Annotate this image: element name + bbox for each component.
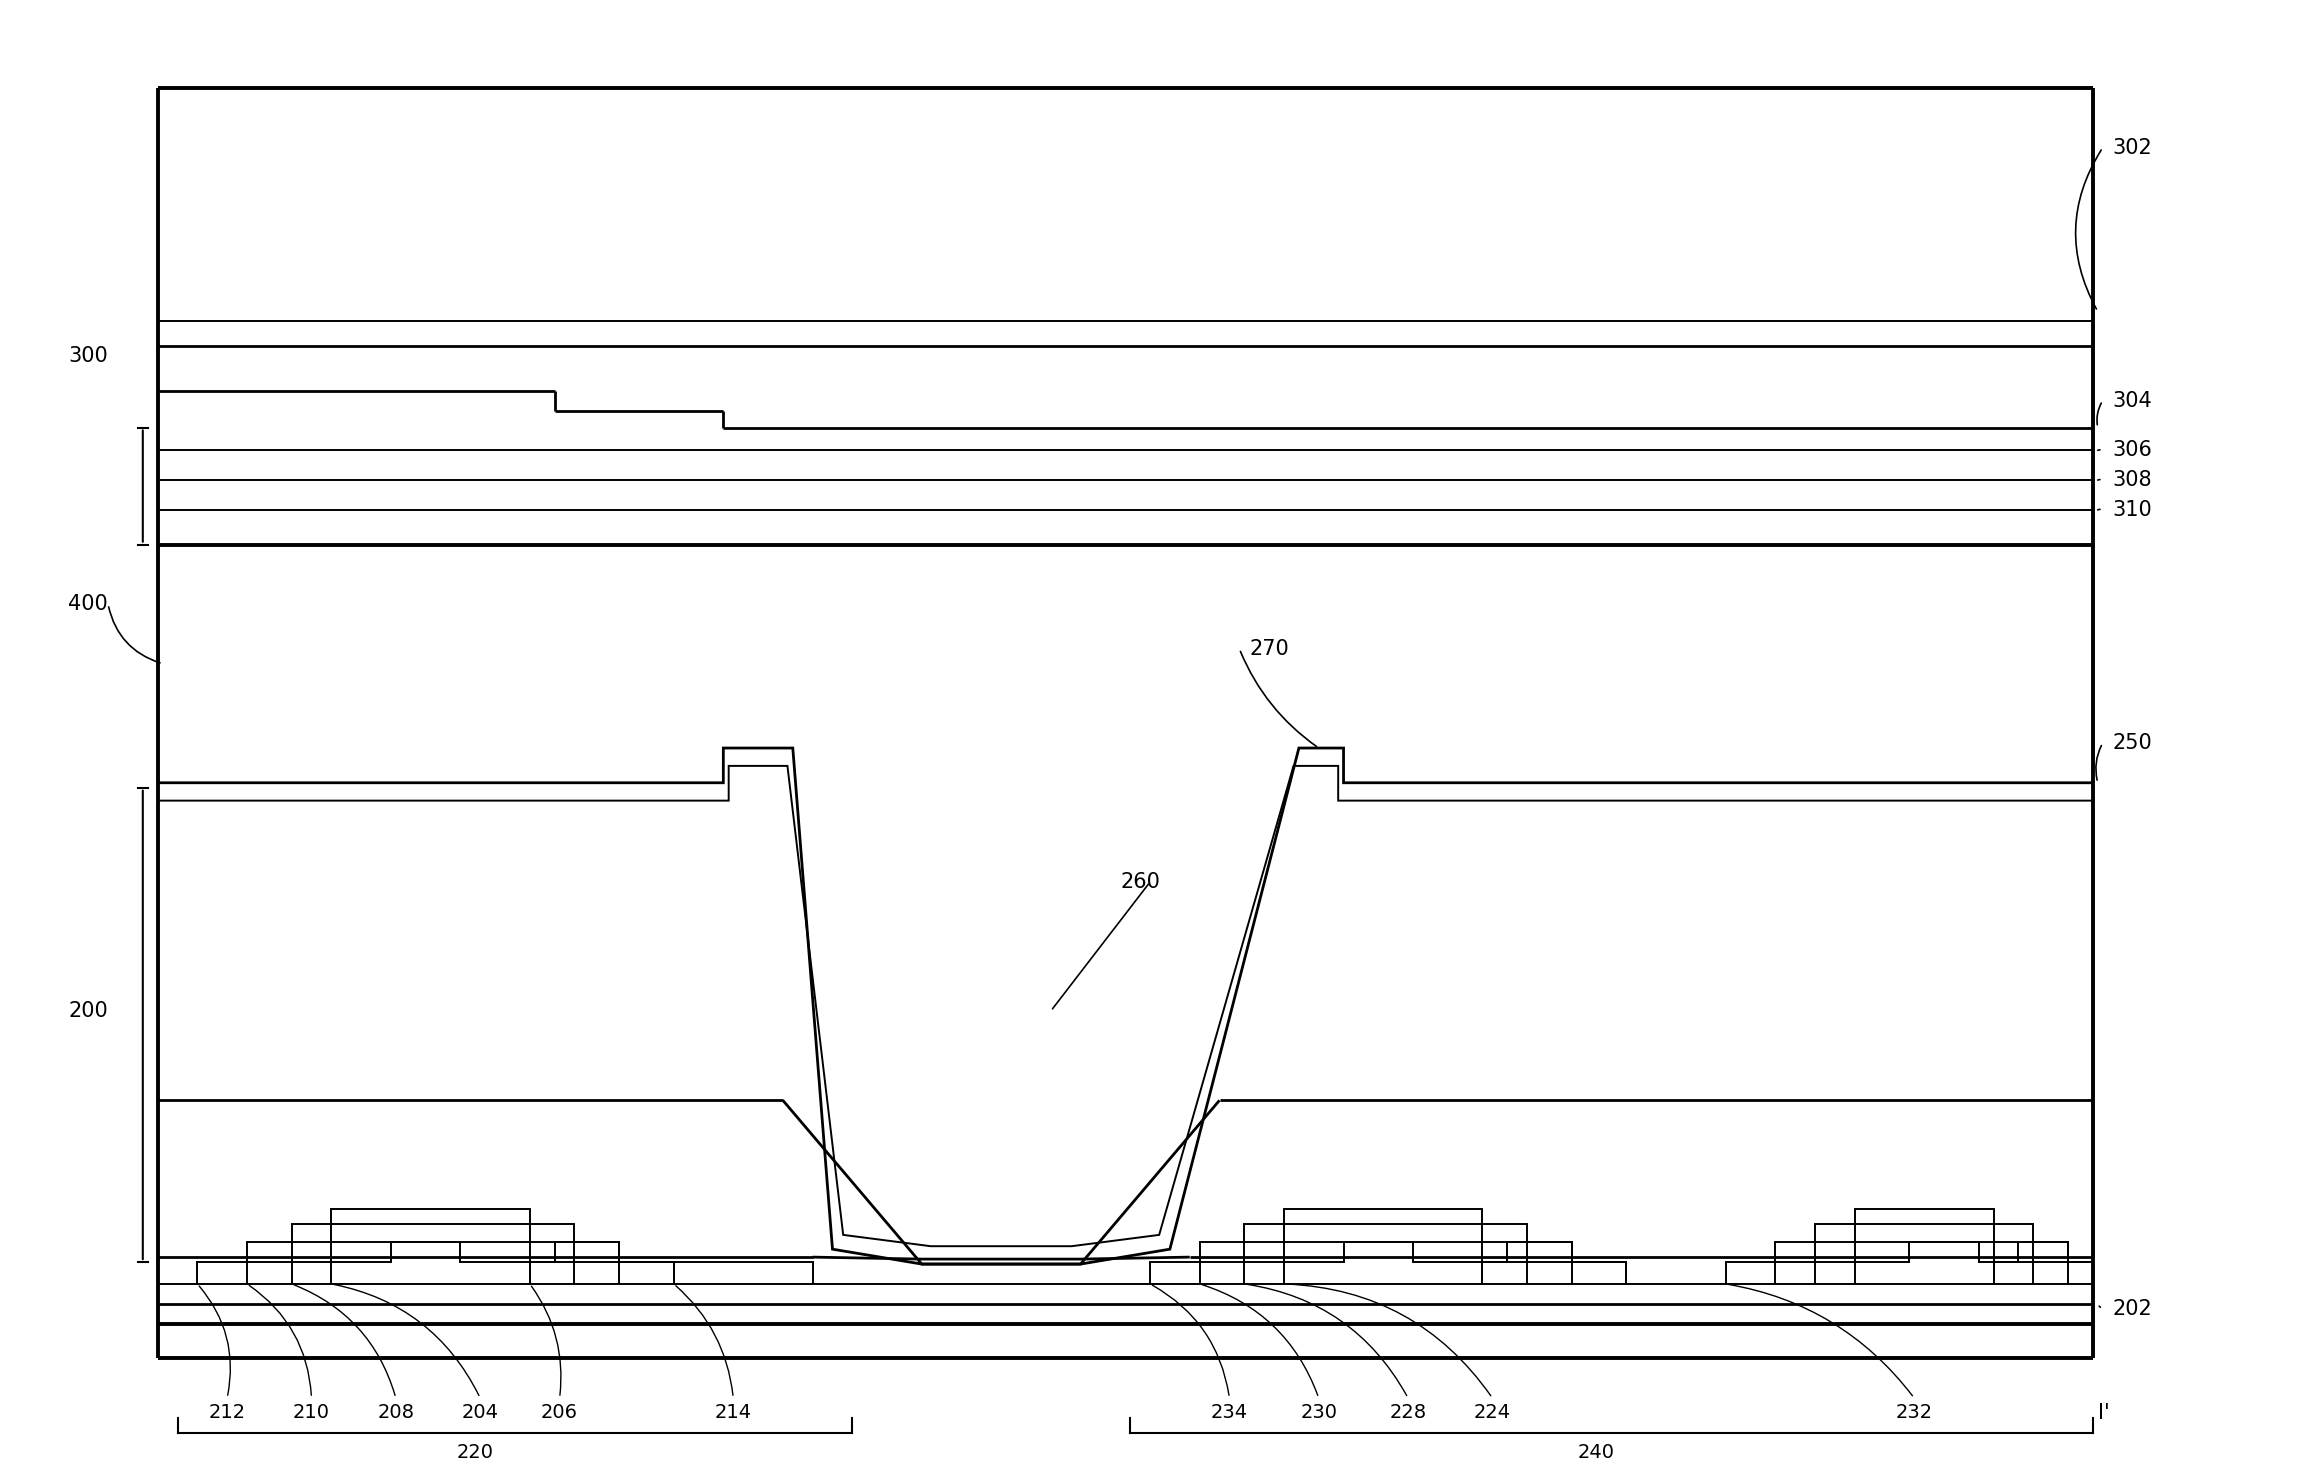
Text: 204: 204: [462, 1403, 499, 1422]
Text: 304: 304: [2114, 391, 2153, 410]
Text: 310: 310: [2114, 500, 2153, 520]
Text: 200: 200: [69, 1001, 109, 1020]
Text: I': I': [2097, 1403, 2109, 1423]
Text: 232: 232: [1897, 1403, 1933, 1422]
Text: 224: 224: [1474, 1403, 1511, 1422]
Text: 260: 260: [1120, 872, 1160, 891]
Text: 230: 230: [1301, 1403, 1337, 1422]
Text: 206: 206: [541, 1403, 578, 1422]
Text: 234: 234: [1210, 1403, 1247, 1422]
Text: 210: 210: [293, 1403, 330, 1422]
Text: 300: 300: [69, 346, 109, 366]
Text: 302: 302: [2114, 138, 2153, 158]
Text: 208: 208: [377, 1403, 413, 1422]
Text: 202: 202: [2114, 1299, 2153, 1319]
Text: 306: 306: [2114, 440, 2153, 460]
Text: 240: 240: [1578, 1443, 1615, 1462]
Text: 400: 400: [69, 594, 109, 614]
Text: 214: 214: [714, 1403, 751, 1422]
Text: 212: 212: [208, 1403, 245, 1422]
Text: 250: 250: [2114, 733, 2153, 754]
Text: 308: 308: [2114, 471, 2153, 490]
Text: 270: 270: [1250, 639, 1289, 658]
Text: 228: 228: [1391, 1403, 1428, 1422]
Text: 220: 220: [457, 1443, 494, 1462]
